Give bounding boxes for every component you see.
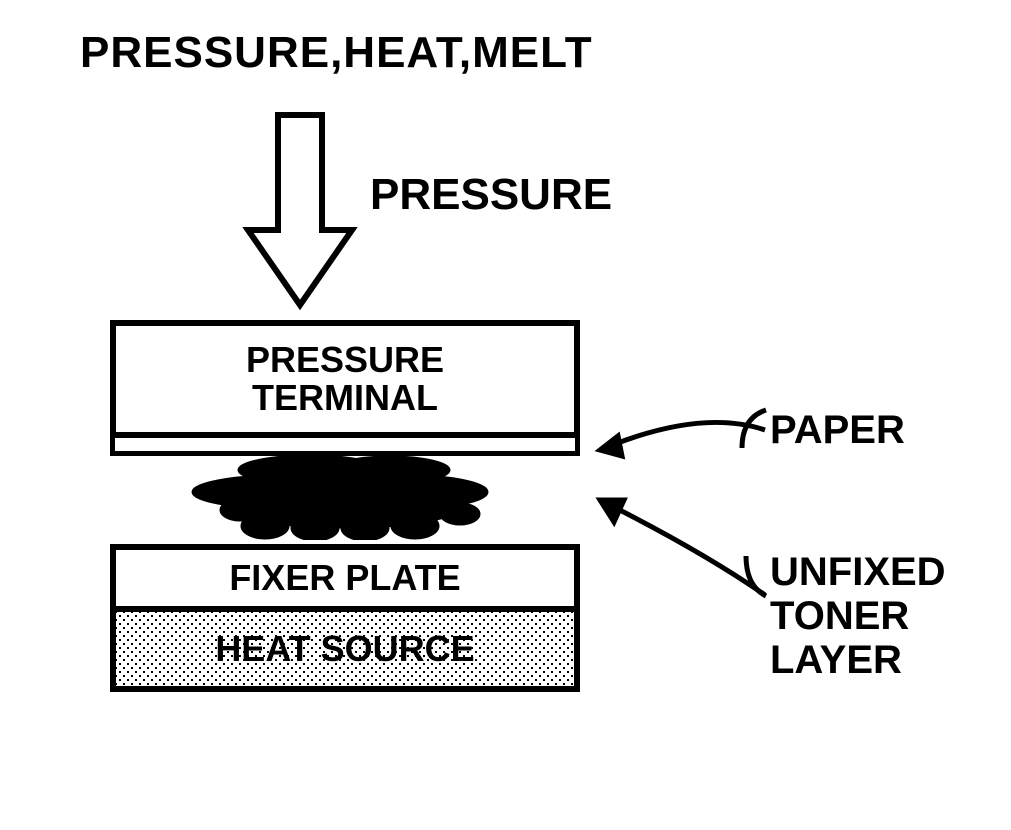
pressure-arrow-label: PRESSURE xyxy=(370,170,612,220)
toner-label-line2: TONER xyxy=(770,594,946,638)
heat-source-label: HEAT SOURCE xyxy=(215,630,474,668)
paper-callout: PAPER xyxy=(770,408,905,453)
pressure-terminal-line1: PRESSURE xyxy=(116,341,574,379)
heat-source-box: HEAT SOURCE xyxy=(110,612,580,692)
pressure-terminal-line2: TERMINAL xyxy=(116,379,574,417)
paper-label-text: PAPER xyxy=(770,408,905,452)
fixer-plate-label: FIXER PLATE xyxy=(229,559,460,597)
fixer-stack: PRESSURE TERMINAL FIXER PLATE HE xyxy=(110,320,580,692)
toner-callout-hook xyxy=(740,552,770,611)
fixer-plate-box: FIXER PLATE xyxy=(110,544,580,612)
pressure-arrow xyxy=(240,110,360,310)
toner-label-line1: UNFIXED xyxy=(770,550,946,594)
paper-callout-hook xyxy=(736,404,770,464)
toner-layer xyxy=(110,456,580,536)
toner-label-line3: LAYER xyxy=(770,638,946,682)
pressure-terminal-box: PRESSURE TERMINAL xyxy=(110,320,580,438)
diagram-title: PRESSURE,HEAT,MELT xyxy=(80,28,593,78)
toner-callout: UNFIXED TONER LAYER xyxy=(770,550,946,682)
